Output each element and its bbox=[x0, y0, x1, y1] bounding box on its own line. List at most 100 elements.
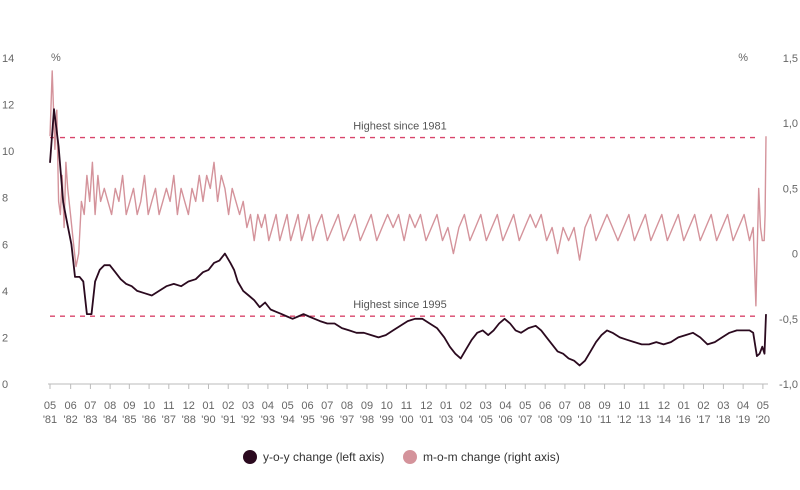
x-axis-tick-month: 06 bbox=[539, 400, 551, 412]
right-axis-tick-label: 0,5 bbox=[783, 183, 798, 195]
x-axis-tick-month: 04 bbox=[262, 400, 274, 412]
x-axis-tick-year: '88 bbox=[182, 414, 196, 426]
legend-label-mom: m-o-m change (right axis) bbox=[423, 450, 560, 464]
left-axis-ticks: 0 2 4 6 8 10 12 14 bbox=[2, 53, 14, 391]
right-axis-tick-label: 0 bbox=[792, 249, 798, 261]
x-axis-tick-month: 05 bbox=[757, 400, 769, 412]
x-axis-tick-month: 08 bbox=[579, 400, 591, 412]
x-axis-tick-month: 08 bbox=[341, 400, 353, 412]
left-axis-tick-label: 6 bbox=[2, 239, 8, 251]
x-axis-tick-month: 05 bbox=[282, 400, 294, 412]
series-line-mom-change bbox=[49, 70, 767, 307]
x-axis-tick-month: 01 bbox=[202, 400, 214, 412]
x-axis-tick-year: '11 bbox=[598, 414, 612, 426]
x-axis-tick-year: '20 bbox=[756, 414, 770, 426]
x-axis-tick-month: 05 bbox=[44, 400, 56, 412]
right-axis-tick-label: 1,5 bbox=[783, 53, 798, 65]
x-axis-tick-year: '84 bbox=[103, 414, 117, 426]
x-axis-tick-year: '93 bbox=[261, 414, 275, 426]
x-axis-tick-month: 02 bbox=[222, 400, 234, 412]
legend-label-yoy: y-o-y change (left axis) bbox=[263, 450, 384, 464]
series-line-yoy-change bbox=[49, 108, 767, 367]
x-axis-tick-year: '19 bbox=[736, 414, 750, 426]
x-axis-tick-year: '96 bbox=[320, 414, 334, 426]
x-axis-tick-month: 03 bbox=[480, 400, 492, 412]
x-axis-tick-year: '97 bbox=[340, 414, 354, 426]
x-axis-tick-year: '98 bbox=[360, 414, 374, 426]
x-axis-tick-month: 10 bbox=[381, 400, 393, 412]
right-axis-tick-label: 1,0 bbox=[783, 118, 798, 130]
x-axis-tick-year: '86 bbox=[142, 414, 156, 426]
x-axis-tick-month: 05 bbox=[519, 400, 531, 412]
left-axis-tick-label: 12 bbox=[2, 100, 14, 112]
right-axis-unit: % bbox=[738, 52, 748, 64]
x-axis-tick-year: '85 bbox=[122, 414, 136, 426]
x-axis-tick-month: 06 bbox=[65, 400, 77, 412]
x-axis-tick-month: 09 bbox=[123, 400, 135, 412]
legend-marker-mom bbox=[403, 450, 417, 464]
x-axis-tick-year: '91 bbox=[221, 414, 235, 426]
x-axis-ticks: 05 '81 06 '82 07 '83 08 '84 09 '85 10 '86 11 '87 12 '88… bbox=[43, 384, 770, 426]
x-axis-tick-year: '90 bbox=[201, 414, 215, 426]
x-axis-tick-year: '18 bbox=[716, 414, 730, 426]
x-axis-tick-month: 12 bbox=[420, 400, 432, 412]
x-axis-tick-month: 06 bbox=[301, 400, 313, 412]
x-axis-tick-year: '82 bbox=[63, 414, 77, 426]
x-axis-tick-year: '14 bbox=[657, 414, 671, 426]
x-axis-tick-year: '08 bbox=[538, 414, 552, 426]
x-axis-tick-year: '94 bbox=[280, 414, 294, 426]
x-axis-tick-month: 11 bbox=[638, 400, 649, 412]
x-axis-tick-year: '81 bbox=[43, 414, 57, 426]
left-axis-tick-label: 8 bbox=[2, 193, 8, 205]
x-axis-tick-year: '16 bbox=[677, 414, 691, 426]
x-axis-tick-month: 03 bbox=[242, 400, 254, 412]
left-axis-tick-label: 0 bbox=[2, 379, 8, 391]
x-axis-tick-month: 11 bbox=[163, 400, 174, 412]
x-axis-tick-month: 03 bbox=[717, 400, 729, 412]
x-axis-tick-year: '83 bbox=[83, 414, 97, 426]
x-axis-tick-month: 02 bbox=[460, 400, 472, 412]
x-axis-tick-year: '92 bbox=[241, 414, 255, 426]
legend-marker-yoy bbox=[243, 450, 257, 464]
right-axis-tick-label: -1,0 bbox=[779, 379, 798, 391]
x-axis-tick-month: 07 bbox=[84, 400, 96, 412]
x-axis-tick-month: 12 bbox=[183, 400, 195, 412]
x-axis-tick-month: 04 bbox=[737, 400, 749, 412]
x-axis-tick-year: '03 bbox=[439, 414, 453, 426]
right-axis-tick-label: -0,5 bbox=[779, 314, 798, 326]
reference-label-highest-since-1995: Highest since 1995 bbox=[353, 299, 447, 311]
x-axis-tick-month: 07 bbox=[321, 400, 333, 412]
x-axis-tick-month: 10 bbox=[143, 400, 155, 412]
x-axis-tick-month: 09 bbox=[598, 400, 610, 412]
x-axis-tick-month: 01 bbox=[440, 400, 452, 412]
x-axis-tick-year: '04 bbox=[459, 414, 473, 426]
left-axis-tick-label: 10 bbox=[2, 146, 14, 158]
x-axis-tick-month: 07 bbox=[559, 400, 571, 412]
x-axis-tick-month: 11 bbox=[401, 400, 412, 412]
x-axis-tick-month: 02 bbox=[697, 400, 709, 412]
x-axis-tick-month: 09 bbox=[361, 400, 373, 412]
legend: y-o-y change (left axis) m-o-m change (r… bbox=[243, 450, 560, 464]
x-axis-tick-year: '12 bbox=[617, 414, 631, 426]
x-axis-tick-month: 12 bbox=[658, 400, 670, 412]
x-axis-tick-year: '07 bbox=[518, 414, 532, 426]
left-axis-tick-label: 4 bbox=[2, 286, 8, 298]
x-axis-tick-year: '01 bbox=[419, 414, 433, 426]
left-axis-tick-label: 2 bbox=[2, 332, 8, 344]
x-axis-tick-month: 01 bbox=[678, 400, 690, 412]
x-axis-tick-year: '95 bbox=[300, 414, 314, 426]
left-axis-tick-label: 14 bbox=[2, 53, 14, 65]
reference-lines bbox=[50, 136, 758, 317]
reference-label-highest-since-1981: Highest since 1981 bbox=[353, 121, 447, 133]
x-axis-tick-month: 08 bbox=[104, 400, 116, 412]
x-axis-tick-year: '00 bbox=[399, 414, 413, 426]
x-axis-tick-year: '99 bbox=[380, 414, 394, 426]
right-axis-ticks: -1,0 -0,5 0 0,5 1,0 1,5 bbox=[779, 53, 798, 391]
x-axis-tick-year: '10 bbox=[577, 414, 591, 426]
x-axis-tick-month: 04 bbox=[499, 400, 511, 412]
left-axis-unit: % bbox=[51, 52, 61, 64]
x-axis-tick-year: '09 bbox=[558, 414, 572, 426]
x-axis-tick-month: 10 bbox=[618, 400, 630, 412]
x-axis-tick-year: '87 bbox=[162, 414, 176, 426]
